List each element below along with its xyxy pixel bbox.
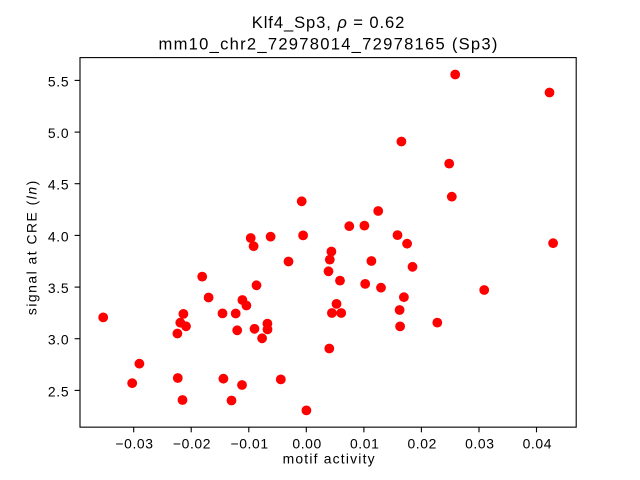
svg-text:0.03: 0.03 — [465, 436, 494, 452]
svg-text:5.0: 5.0 — [48, 125, 69, 141]
svg-text:0.01: 0.01 — [350, 436, 379, 452]
svg-text:2.5: 2.5 — [48, 383, 69, 399]
svg-text:0.04: 0.04 — [523, 436, 552, 452]
svg-text:Klf4_Sp3, ρ = 0.62: Klf4_Sp3, ρ = 0.62 — [252, 13, 406, 32]
svg-text:−0.02: −0.02 — [173, 436, 211, 452]
svg-text:4.5: 4.5 — [48, 177, 69, 193]
svg-text:−0.01: −0.01 — [231, 436, 269, 452]
svg-text:3.5: 3.5 — [48, 280, 69, 296]
svg-text:−0.03: −0.03 — [115, 436, 153, 452]
svg-text:0.02: 0.02 — [407, 436, 436, 452]
svg-text:5.5: 5.5 — [48, 73, 69, 89]
svg-text:4.0: 4.0 — [48, 228, 69, 244]
svg-text:mm10_chr2_72978014_72978165 (S: mm10_chr2_72978014_72978165 (Sp3) — [159, 34, 499, 53]
svg-text:0.00: 0.00 — [292, 436, 321, 452]
svg-text:motif activity: motif activity — [283, 451, 376, 467]
svg-text:signal at CRE (ln): signal at CRE (ln) — [23, 179, 39, 315]
svg-text:3.0: 3.0 — [48, 332, 69, 348]
